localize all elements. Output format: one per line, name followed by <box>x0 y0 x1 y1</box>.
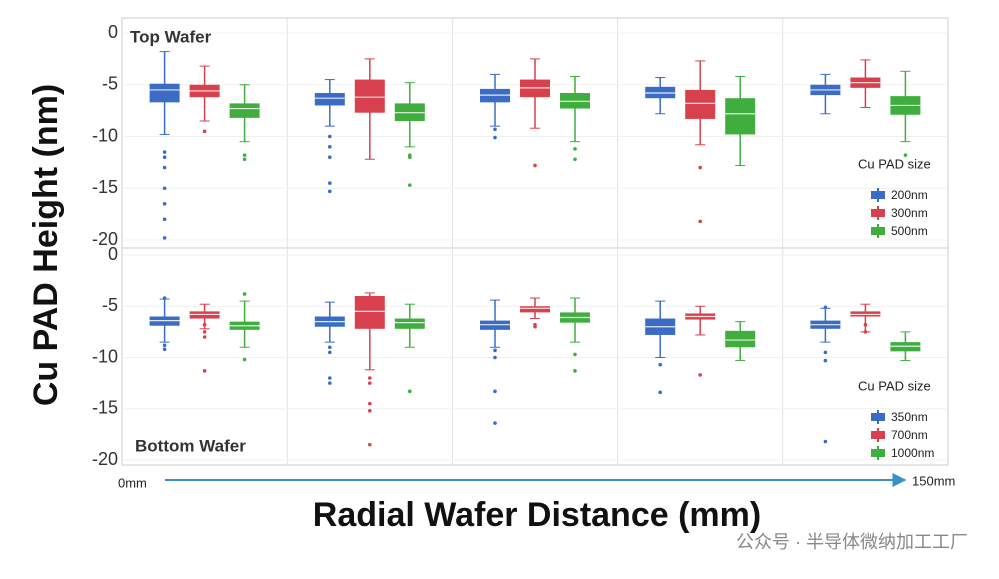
box <box>725 98 756 135</box>
outlier <box>573 352 577 357</box>
outlier <box>533 163 537 168</box>
outlier <box>368 376 372 380</box>
outlier <box>242 157 247 162</box>
outlier <box>698 219 702 224</box>
outlier <box>533 324 537 329</box>
legend-label: 700nm <box>891 428 928 442</box>
outlier <box>493 389 497 394</box>
x-axis-label: Radial Wafer Distance (mm) <box>313 496 761 534</box>
outlier <box>823 305 828 310</box>
legend-label: 350nm <box>891 410 928 424</box>
outlier <box>162 186 167 191</box>
outlier <box>823 350 828 355</box>
x-start-label: 0mm <box>118 475 147 490</box>
outlier <box>863 322 868 327</box>
outlier <box>328 181 332 185</box>
box <box>354 296 385 329</box>
x-end-label: 150mm <box>912 473 955 488</box>
y-tick-label: -5 <box>102 74 118 94</box>
outlier <box>368 401 372 406</box>
box <box>394 318 425 329</box>
outlier <box>202 369 207 373</box>
outlier <box>573 369 577 373</box>
outlier <box>368 381 372 385</box>
outlier <box>328 155 332 159</box>
outlier <box>698 373 702 377</box>
outlier <box>573 157 577 162</box>
outlier <box>658 390 662 395</box>
outlier <box>242 292 247 296</box>
outlier <box>823 439 828 444</box>
outlier <box>493 348 497 353</box>
outlier <box>162 201 167 206</box>
outlier <box>162 296 167 300</box>
y-tick-label: -15 <box>92 398 118 418</box>
outlier <box>202 322 207 327</box>
outlier <box>328 381 332 385</box>
outlier <box>493 421 497 425</box>
outlier <box>328 145 332 149</box>
y-tick-label: 0 <box>108 22 118 42</box>
outlier <box>903 153 908 157</box>
box <box>725 330 756 348</box>
outlier <box>328 350 332 355</box>
y-axis-label: Cu PAD Height (nm) <box>27 84 65 406</box>
legend-label: 300nm <box>891 206 928 220</box>
outlier <box>202 129 207 134</box>
outlier <box>368 442 372 447</box>
box <box>354 79 385 113</box>
outlier <box>202 330 207 334</box>
box <box>520 306 550 313</box>
outlier <box>162 155 167 159</box>
outlier <box>162 150 167 154</box>
outlier <box>573 147 577 151</box>
legend-label: 500nm <box>891 224 928 238</box>
outlier <box>162 165 167 170</box>
outlier <box>698 165 702 170</box>
legend-label: 200nm <box>891 188 928 202</box>
y-tick-label: -15 <box>92 177 118 197</box>
outlier <box>162 217 167 222</box>
outlier <box>328 345 332 350</box>
outlier <box>162 343 167 348</box>
y-tick-label: -20 <box>92 229 118 249</box>
outlier <box>408 183 412 187</box>
outlier <box>823 358 828 363</box>
outlier <box>658 362 662 367</box>
outlier <box>408 155 412 159</box>
box <box>314 93 345 106</box>
legend-title: Cu PAD size <box>858 378 931 393</box>
outlier <box>493 127 497 132</box>
outlier <box>328 134 332 139</box>
y-tick-label: -5 <box>102 295 118 315</box>
panel-title: Bottom Wafer <box>135 436 246 455</box>
panel-frame <box>121 17 949 249</box>
outlier <box>162 236 167 240</box>
outlier <box>328 376 332 380</box>
outlier <box>408 389 412 394</box>
outlier <box>242 153 247 157</box>
outlier <box>493 355 497 360</box>
panel-title: Top Wafer <box>130 27 212 46</box>
box <box>149 83 180 103</box>
y-tick-label: -10 <box>92 346 118 366</box>
y-tick-label: -20 <box>92 449 118 469</box>
outlier <box>242 357 247 362</box>
legend-title: Cu PAD size <box>858 156 931 171</box>
outlier <box>863 330 868 334</box>
outlier <box>202 335 207 339</box>
outlier <box>493 135 497 140</box>
panel-frame <box>121 247 949 466</box>
outlier <box>162 347 167 352</box>
outlier <box>368 409 372 413</box>
y-tick-label: 0 <box>108 244 118 264</box>
watermark: 公众号 · 半导体微纳加工工厂 <box>736 532 968 552</box>
legend-label: 1000nm <box>891 446 934 460</box>
box <box>685 89 716 119</box>
y-tick-label: -10 <box>92 125 118 145</box>
box <box>229 103 260 118</box>
outlier <box>328 189 332 194</box>
